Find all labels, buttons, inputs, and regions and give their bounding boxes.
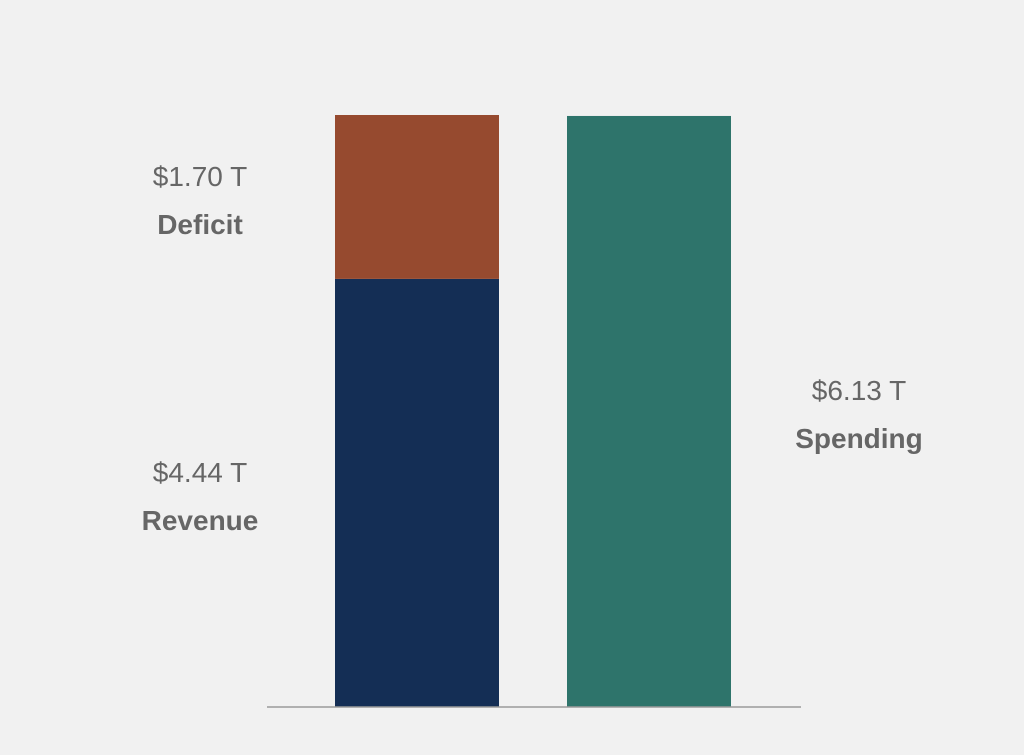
revenue-name-label: Revenue xyxy=(141,505,259,536)
bars-group xyxy=(335,115,731,707)
spending-value-label: $6.13 T xyxy=(811,375,907,406)
revenue-label: $4.44 T Revenue xyxy=(100,456,300,538)
spending-name-label: Spending xyxy=(795,423,923,454)
bar-spending xyxy=(567,115,731,707)
spending-label: $6.13 T Spending xyxy=(759,374,959,456)
deficit-name-label: Deficit xyxy=(157,209,243,240)
bar-deficit xyxy=(335,115,499,279)
deficit-label: $1.70 T Deficit xyxy=(100,160,300,242)
bar-revenue xyxy=(335,278,499,707)
deficit-value-label: $1.70 T xyxy=(152,161,248,192)
revenue-value-label: $4.44 T xyxy=(152,457,248,488)
